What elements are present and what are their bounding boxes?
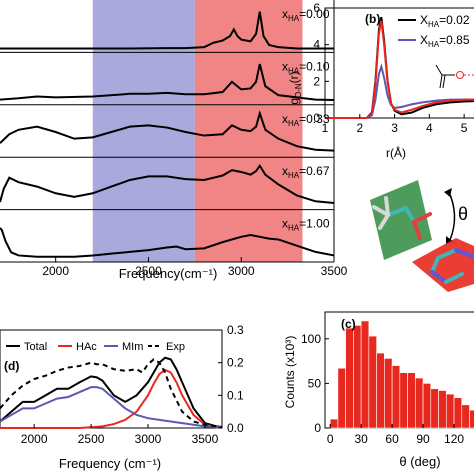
panel-a-spectrum xyxy=(0,63,335,102)
panel-b-rdf-line xyxy=(325,20,474,119)
panel-b-xtick-label: 4 xyxy=(426,121,433,135)
molecule-illustration: θ xyxy=(370,180,474,292)
panel-c-xtick-label: 60 xyxy=(385,432,399,446)
legend-text-hac: HAc xyxy=(76,341,97,353)
histogram-bar xyxy=(368,335,377,429)
red-plane xyxy=(412,238,474,292)
histogram-bar xyxy=(415,377,424,429)
panel-c-ytick-label: 100 xyxy=(301,332,321,346)
panel-a-row-label: xHA=0.00 xyxy=(282,7,330,23)
histogram-bar xyxy=(445,393,455,429)
panel-b-ytick-label: 4 xyxy=(313,38,320,52)
histogram-bar xyxy=(399,372,408,429)
theta-arrow xyxy=(447,189,456,241)
histogram-bar xyxy=(384,358,393,429)
panel-b-ytick-label: 2 xyxy=(313,74,320,88)
panel-c-xtick-label: 120 xyxy=(444,432,464,446)
histogram-bar xyxy=(353,325,362,429)
panel-c-xtick-label: 90 xyxy=(416,432,430,446)
panel-d-mim-line xyxy=(0,386,223,429)
panel-d: 2000 2500 3000 3500 0.0 0.1 0.2 0.3 (d) Frequen… xyxy=(0,323,244,471)
panel-b-xtick-label: 2 xyxy=(356,121,363,135)
histogram-bar xyxy=(376,352,385,429)
histogram-bar xyxy=(329,418,339,429)
panel-b-ytick-label: 6 xyxy=(313,1,320,15)
right-molecule xyxy=(430,248,474,284)
panel-b-ylabel: gO-N(r) xyxy=(287,71,303,104)
panel-d-y2tick-label: 0.3 xyxy=(227,323,244,337)
panel-d-y2tick-label: 0.0 xyxy=(227,421,244,435)
legend-text-x85: XHA=0.85 xyxy=(420,33,470,49)
histogram-bar xyxy=(345,327,354,429)
panel-c-ytick-label: 0 xyxy=(314,421,321,435)
histogram-bar xyxy=(391,365,401,429)
panel-c-ylabel: Counts (x10³) xyxy=(283,336,297,409)
panel-b-ytick-label: 0 xyxy=(313,111,320,125)
panel-d-total-line xyxy=(0,356,223,429)
panel-a: xHA=0.00xHA=0.10xHA=0.33xHA=0.67xHA=1.00… xyxy=(0,0,348,281)
acetate-molecule-drawing xyxy=(435,64,474,89)
panel-a-xtick-label: 2000 xyxy=(42,264,69,278)
histogram-bar xyxy=(469,409,474,429)
panel-a-xlabel: Frequency(cm⁻¹) xyxy=(119,266,218,281)
panel-b-xtick-label: 3 xyxy=(391,121,398,135)
histogram-bar xyxy=(337,367,346,429)
histogram-bar xyxy=(407,372,416,429)
panel-d-xtick-label: 2000 xyxy=(21,432,48,446)
panel-a-xtick-label: 2500 xyxy=(135,264,162,278)
legend-text-total: Total xyxy=(24,341,47,353)
panel-d-y2tick-label: 0.1 xyxy=(227,388,244,402)
panel-b-xtick-label: 5 xyxy=(461,121,468,135)
histogram-bar xyxy=(430,388,439,429)
panel-b-xtick-label: 1 xyxy=(322,121,329,135)
panel-b-rdf-line xyxy=(325,63,474,119)
histogram-bar xyxy=(360,320,370,429)
panel-a-spectrum xyxy=(0,11,334,50)
panel-d-frame xyxy=(0,329,223,429)
green-plane xyxy=(370,180,432,260)
theta-symbol: θ xyxy=(458,204,468,224)
panel-c-xtick-label: 0 xyxy=(327,432,334,446)
panel-a-spectrum xyxy=(0,227,335,258)
legend-text-exp: Exp xyxy=(166,341,185,353)
panel-b-frame xyxy=(324,7,474,119)
panel-d-exp-line xyxy=(0,358,223,429)
legend-text-x02: XHA=0.02 xyxy=(420,13,470,29)
panel-d-xtick-label: 3000 xyxy=(135,432,162,446)
panel-c-xtick-label: 30 xyxy=(354,432,368,446)
panel-c-xlabel: θ (deg) xyxy=(399,454,440,469)
panel-d-hac-line xyxy=(0,368,223,429)
left-molecule xyxy=(372,196,432,240)
panel-a-spectrum xyxy=(0,109,335,152)
histogram-bar xyxy=(461,404,470,429)
histogram-bar xyxy=(453,397,463,429)
panel-b-label: (b) xyxy=(365,12,380,26)
panel-d-label: (d) xyxy=(4,359,19,373)
histogram-bar xyxy=(438,390,447,429)
panel-c-ytick-label: 50 xyxy=(308,376,322,390)
panel-b-xlabel: r(Å) xyxy=(386,145,406,160)
panel-a-xtick-label: 3000 xyxy=(228,264,255,278)
panel-d-y2tick-label: 0.2 xyxy=(227,356,244,370)
panel-c-label: (c) xyxy=(341,317,356,331)
histogram-bar xyxy=(422,383,432,429)
panel-b: 1 2 3 4 5 0 2 4 6 (b) r(Å) gO-N(r) XHA=0.02 XHA=… xyxy=(287,1,474,160)
panel-d-xlabel: Frequency (cm⁻¹) xyxy=(59,456,161,471)
legend-text-mim: MIm xyxy=(122,341,143,353)
theta-arrowhead-top xyxy=(444,188,452,197)
panel-d-xtick-label: 2500 xyxy=(78,432,105,446)
panel-a-spectrum xyxy=(0,163,335,205)
panel-c: 0 30 60 90 120 0 50 100 (c) θ (deg) Counts (x10… xyxy=(283,311,474,469)
panel-d-xtick-label: 3500 xyxy=(192,432,219,446)
panel-a-xtick-label: 3500 xyxy=(321,264,348,278)
